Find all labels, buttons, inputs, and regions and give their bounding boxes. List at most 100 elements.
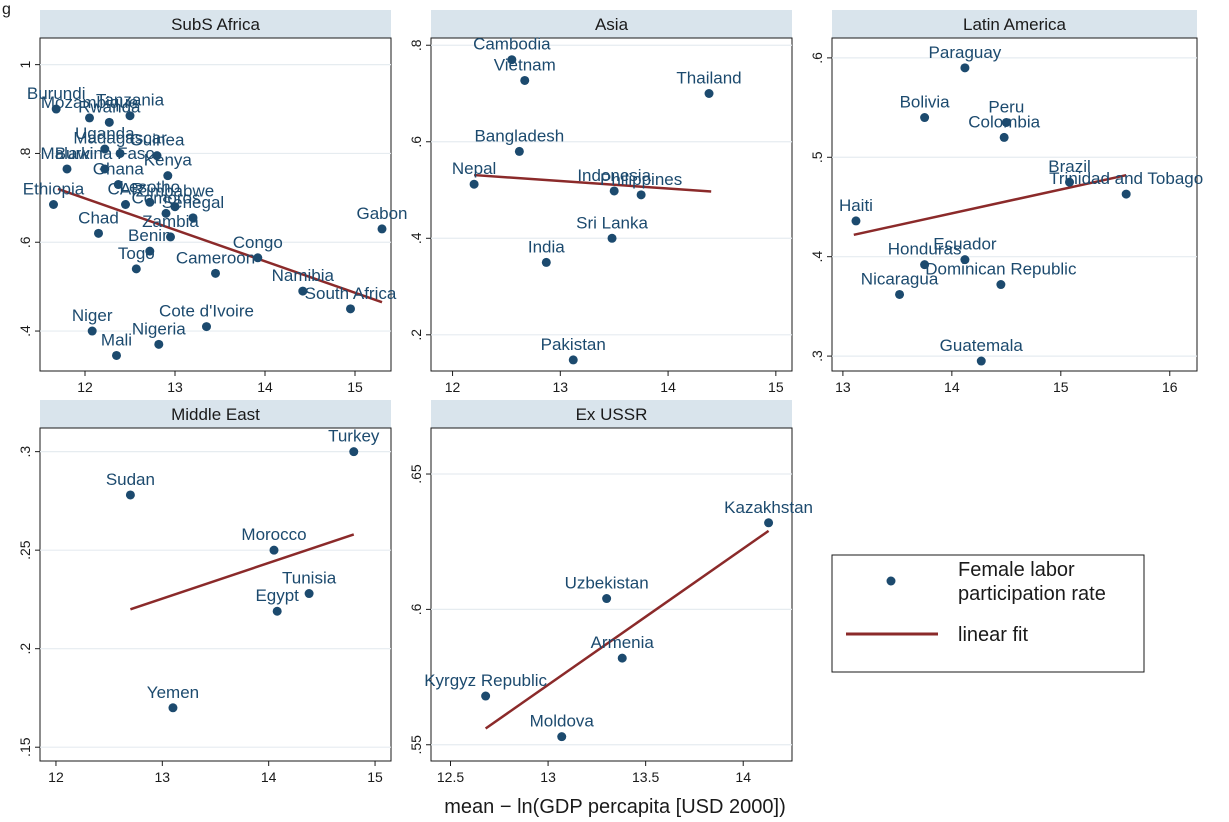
- point-label-benin: Benin: [128, 226, 171, 245]
- point-madagascar: [115, 148, 125, 158]
- point-label-burkina-faso: Burkina Faso: [55, 144, 155, 163]
- point-label-guatemala: Guatemala: [940, 336, 1024, 355]
- panels: SubS Africa .4 .6 .8 1 12 13 14 15 BurundiMozambi…: [17, 10, 1203, 785]
- point-india: [541, 257, 551, 267]
- point-nigeria: [154, 339, 164, 349]
- y-tick-label: .25: [17, 540, 33, 560]
- point-label-india: India: [528, 237, 565, 256]
- linear-fit-line: [853, 173, 1127, 237]
- y-tick-label: .6: [17, 236, 33, 248]
- point-uganda: [100, 144, 110, 154]
- point-label-gabon: Gabon: [356, 204, 407, 223]
- point-egypt: [272, 606, 282, 616]
- x-tick-label: 15: [367, 769, 383, 785]
- point-label-namibia: Namibia: [272, 266, 335, 285]
- point-philippines: [636, 190, 646, 200]
- point-label-zimbabwe: Zimbabwe: [136, 182, 214, 201]
- y-tick-label: .6: [408, 136, 424, 148]
- point-colombia: [999, 132, 1009, 142]
- panel-title-strip: [40, 10, 391, 38]
- panel-title-strip: [431, 10, 792, 38]
- x-tick-label: 12: [445, 379, 461, 395]
- plot-area: [430, 427, 793, 762]
- point-label-colombia: Colombia: [968, 112, 1040, 131]
- point-label-sudan: Sudan: [106, 470, 155, 489]
- point-malawi: [62, 164, 72, 174]
- point-niger: [87, 326, 97, 336]
- point-vietnam: [520, 75, 530, 85]
- point-namibia: [298, 286, 308, 296]
- panel-title: Middle East: [171, 405, 260, 424]
- y-tick-label: .6: [408, 603, 424, 615]
- point-label-uzbekistan: Uzbekistan: [565, 574, 649, 593]
- point-label-cameroon: Cameroon: [176, 248, 255, 267]
- point-paraguay: [960, 63, 970, 73]
- point-kenya: [163, 171, 173, 181]
- point-label-vietnam: Vietnam: [494, 55, 556, 74]
- linear-fit-line: [130, 533, 355, 611]
- point-lesotho: [145, 197, 155, 207]
- point-label-chad: Chad: [78, 208, 119, 227]
- point-uzbekistan: [602, 594, 612, 604]
- point-label-ghana: Ghana: [93, 160, 145, 179]
- x-tick-label: 13: [155, 769, 171, 785]
- point-label-ethiopia: Ethiopia: [23, 180, 85, 199]
- point-ethiopia: [49, 200, 58, 209]
- point-label-uganda: Uganda: [75, 124, 135, 143]
- point-thailand: [704, 89, 714, 98]
- point-ghana: [113, 180, 123, 190]
- point-label-kyrgyz-republic: Kyrgyz Republic: [424, 671, 547, 690]
- point-armenia: [617, 653, 627, 663]
- x-tick-label: 15: [1053, 379, 1069, 395]
- point-indonesia: [609, 186, 619, 196]
- y-tick-label: .5: [809, 151, 825, 163]
- point-label-armenia: Armenia: [591, 633, 655, 652]
- point-gabon: [377, 224, 387, 234]
- point-label-mozambique: Mozambique: [41, 93, 138, 112]
- x-tick-label: 14: [735, 769, 751, 785]
- y-tick-label: .55: [408, 735, 424, 755]
- point-label-senegal: Senegal: [162, 193, 224, 212]
- linear-fit-line: [474, 173, 712, 193]
- point-dominican-republic: [996, 280, 1006, 290]
- point-label-moldova: Moldova: [530, 712, 595, 731]
- panel-ex-ussr: Ex USSR .55 .6 .65 12.5 13 13.5 14 Kazakhstan Uzb…: [408, 400, 813, 785]
- y-tick-label: .15: [17, 737, 33, 757]
- panel-title: Ex USSR: [576, 405, 648, 424]
- point-label-pakistan: Pakistan: [541, 335, 606, 354]
- y-tick-label: .4: [408, 232, 424, 244]
- point-bolivia: [920, 113, 930, 123]
- y-tick-label: .3: [17, 446, 33, 458]
- point-trinidad-and-tobago: [1121, 189, 1131, 199]
- panel-title-strip: [40, 400, 391, 428]
- point-nicaragua: [895, 289, 905, 299]
- x-tick-label: 14: [944, 379, 960, 395]
- point-label-philippines: Philippines: [600, 170, 682, 189]
- point-label-niger: Niger: [72, 306, 113, 325]
- point-turkey: [349, 447, 359, 457]
- x-tick-label: 14: [257, 379, 273, 395]
- point-label-kenya: Kenya: [144, 151, 193, 170]
- point-tunisia: [304, 589, 314, 599]
- legend-line-label: linear fit: [958, 624, 1028, 646]
- point-guinea: [152, 151, 162, 161]
- point-bangladesh: [514, 146, 524, 156]
- y-tick-label: .4: [809, 251, 825, 263]
- legend: Female labor participation rate linear f…: [831, 554, 1145, 673]
- point-burundi: [51, 104, 61, 114]
- x-tick-label: 12: [77, 379, 93, 395]
- point-label-thailand: Thailand: [676, 69, 741, 88]
- x-tick-label: 12.5: [437, 769, 464, 785]
- point-label-indonesia: Indonesia: [577, 166, 651, 185]
- panel-subs-africa: SubS Africa .4 .6 .8 1 12 13 14 15 BurundiMozambi…: [17, 10, 408, 395]
- point-congo: [253, 253, 263, 263]
- y-tick-label: .2: [408, 329, 424, 341]
- point-togo: [131, 264, 141, 274]
- legend-box: [831, 554, 1145, 673]
- linear-fit-line: [57, 187, 383, 304]
- point-label-mali: Mali: [101, 330, 132, 349]
- point-chad: [94, 228, 103, 238]
- point-label-morocco: Morocco: [241, 525, 306, 544]
- linear-fit-line: [484, 529, 770, 730]
